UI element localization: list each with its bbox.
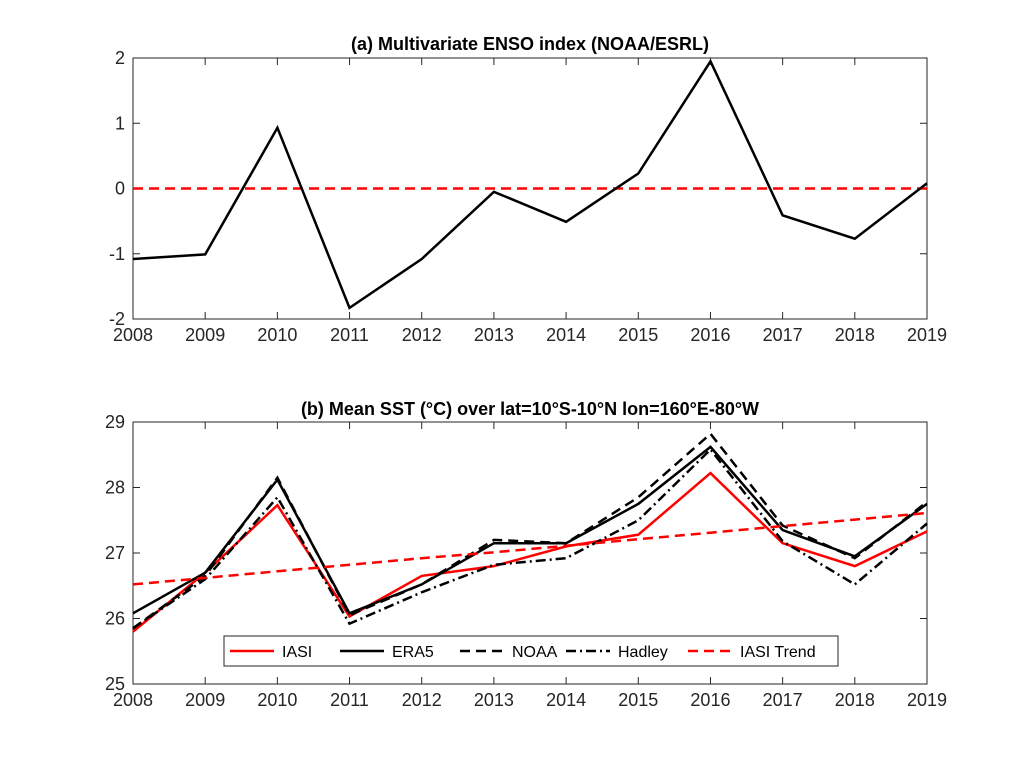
panel-a-series xyxy=(132,58,928,310)
x-tick-label: 2011 xyxy=(330,690,369,710)
y-tick-label: -1 xyxy=(109,244,125,264)
x-tick-label: 2008 xyxy=(113,325,153,345)
panel-b-title: (b) Mean SST (°C) over lat=10°S-10°N lon… xyxy=(301,399,759,419)
x-tick-label: 2017 xyxy=(763,325,803,345)
legend-box xyxy=(223,635,839,667)
y-tick-label: 0 xyxy=(115,179,125,199)
panel-b-series xyxy=(132,431,928,633)
x-tick-label: 2009 xyxy=(185,690,225,710)
iasi-legend-label: IASI xyxy=(282,644,312,661)
y-tick-label: 28 xyxy=(105,478,125,498)
panel-b-ticks: 2008 2009 2010 2011 2012 2013 2014 2015 2016 2017… xyxy=(105,412,947,710)
y-tick-label: 25 xyxy=(105,674,125,694)
panel-b-mean-sst: (b) Mean SST (°C) over lat=10°S-10°N lon… xyxy=(105,399,947,710)
x-tick-label: 2015 xyxy=(618,690,658,710)
x-tick-label: 2018 xyxy=(835,325,875,345)
hadley-series-line xyxy=(132,447,928,630)
hadley-legend-label: Hadley xyxy=(618,644,668,661)
panel-a-enso-index: (a) Multivariate ENSO index (NOAA/ESRL) … xyxy=(109,34,947,345)
x-tick-label: 2012 xyxy=(402,690,442,710)
iasi-trend-legend-label: IASI Trend xyxy=(740,644,816,661)
x-tick-label: 2011 xyxy=(330,325,369,345)
enso-index-series-line xyxy=(132,58,928,310)
y-tick-label: 26 xyxy=(105,609,125,629)
x-tick-label: 2012 xyxy=(402,325,442,345)
panel-a-ticks: 2008 2009 2010 2011 2012 2013 2014 2015 2016 2017… xyxy=(109,48,947,345)
x-tick-label: 2019 xyxy=(907,690,947,710)
x-tick-label: 2008 xyxy=(113,690,153,710)
x-tick-label: 2019 xyxy=(907,325,947,345)
legend-items: IASI ERA5 NOAA Hadley IASI Trend xyxy=(230,644,816,661)
x-tick-label: 2017 xyxy=(763,690,803,710)
panel-b-legend: IASI ERA5 NOAA Hadley IASI Trend xyxy=(223,635,839,667)
iasi-trend-series-line xyxy=(132,511,928,586)
x-tick-label: 2016 xyxy=(690,325,730,345)
x-tick-label: 2009 xyxy=(185,325,225,345)
noaa-legend-label: NOAA xyxy=(512,644,558,661)
x-tick-label: 2014 xyxy=(546,690,586,710)
y-tick-label: 29 xyxy=(105,412,125,432)
x-tick-label: 2018 xyxy=(835,690,875,710)
noaa-series-line xyxy=(132,431,928,630)
x-tick-label: 2013 xyxy=(474,325,514,345)
x-tick-label: 2015 xyxy=(618,325,658,345)
era5-legend-label: ERA5 xyxy=(392,644,434,661)
x-tick-label: 2016 xyxy=(690,690,730,710)
y-tick-label: 27 xyxy=(105,543,125,563)
x-tick-label: 2010 xyxy=(257,690,297,710)
y-tick-label: 1 xyxy=(115,113,125,133)
x-tick-label: 2010 xyxy=(257,325,297,345)
x-tick-label: 2014 xyxy=(546,325,586,345)
y-tick-label: 2 xyxy=(115,48,125,68)
panel-a-title: (a) Multivariate ENSO index (NOAA/ESRL) xyxy=(351,34,709,54)
era5-series-line xyxy=(132,445,928,615)
y-tick-label: -2 xyxy=(109,309,125,329)
x-tick-label: 2013 xyxy=(474,690,514,710)
